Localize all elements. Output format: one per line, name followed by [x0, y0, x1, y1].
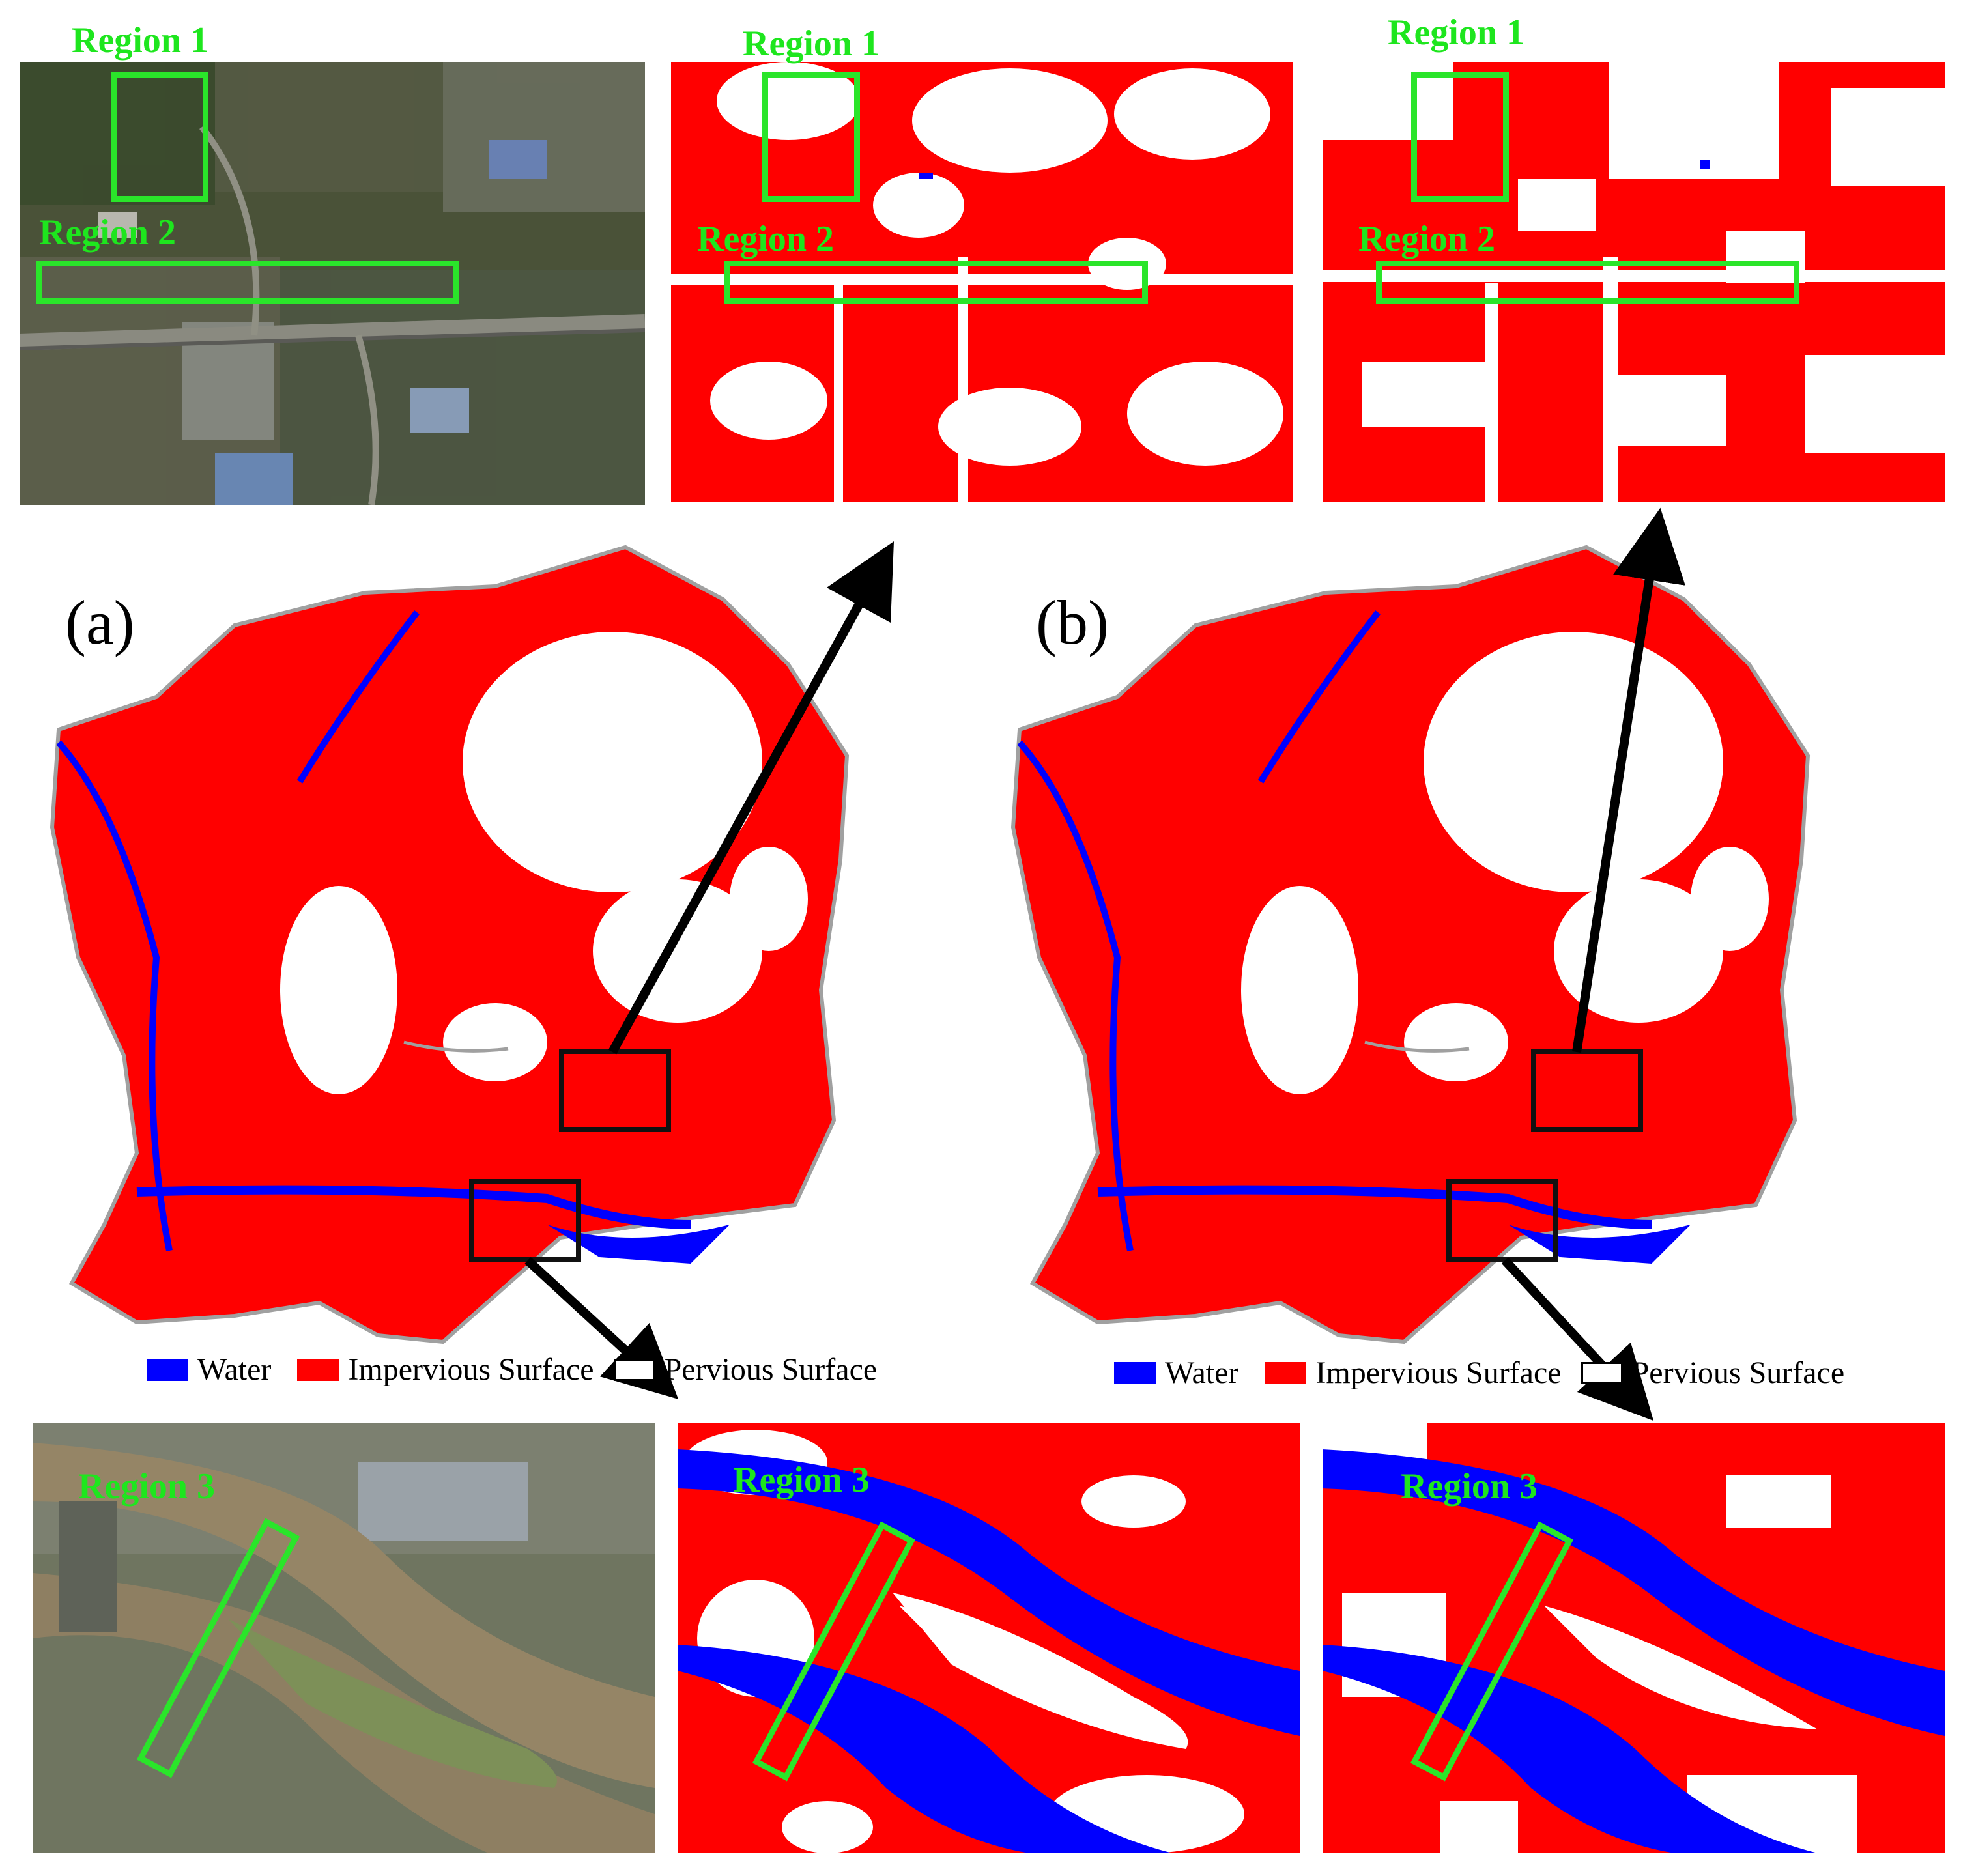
- region-2-box-sat: [36, 261, 459, 304]
- legend-pervious-swatch: [1581, 1361, 1623, 1384]
- legend-water-label: Water: [1165, 1356, 1239, 1390]
- region-2-label-a: Region 2: [697, 219, 834, 259]
- panel-label-a: (a): [65, 588, 135, 657]
- legend-pervious-label: Pervious Surface: [1631, 1356, 1845, 1390]
- region-1-label-sat: Region 1: [72, 20, 208, 61]
- region-1-box-a: [762, 72, 860, 202]
- satellite-image-top: [20, 62, 645, 505]
- region-2-box-b: [1376, 261, 1799, 304]
- classification-map-bottom-a: [678, 1423, 1300, 1853]
- legend-impervious-label: Impervious Surface: [348, 1352, 594, 1387]
- legend-pervious-swatch: [613, 1358, 655, 1381]
- zoom-box-lower-a: [469, 1179, 581, 1262]
- region-1-label-b: Region 1: [1388, 12, 1524, 53]
- region-3-label-a: Region 3: [733, 1460, 870, 1500]
- region-2-box-a: [724, 261, 1148, 304]
- legend-pervious-label: Pervious Surface: [664, 1352, 878, 1387]
- satellite-image-bottom: [33, 1423, 655, 1853]
- classification-map-top-b: [1323, 62, 1945, 502]
- city-map-a: [50, 545, 850, 1344]
- legend-a: Water Impervious Surface Pervious Surfac…: [147, 1352, 877, 1387]
- region-3-label-sat: Region 3: [78, 1466, 215, 1507]
- region-1-label-a: Region 1: [743, 23, 880, 64]
- region-1-box-sat: [111, 72, 208, 202]
- legend-water-label: Water: [197, 1352, 272, 1387]
- legend-impervious-swatch: [1265, 1361, 1307, 1384]
- zoom-box-upper-b: [1531, 1049, 1643, 1132]
- region-1-box-b: [1411, 72, 1509, 202]
- region-3-label-b: Region 3: [1401, 1466, 1538, 1507]
- region-2-label-b: Region 2: [1358, 219, 1495, 259]
- zoom-box-lower-b: [1446, 1179, 1558, 1262]
- legend-impervious-label: Impervious Surface: [1315, 1356, 1562, 1390]
- classification-map-top-a: [671, 62, 1293, 502]
- legend-b: Water Impervious Surface Pervious Surfac…: [1114, 1355, 1844, 1391]
- legend-water-swatch: [147, 1358, 188, 1381]
- legend-impervious-swatch: [297, 1358, 339, 1381]
- region-2-label-sat: Region 2: [39, 212, 176, 253]
- legend-water-swatch: [1114, 1361, 1156, 1384]
- classification-map-bottom-b: [1323, 1423, 1945, 1853]
- panel-label-b: (b): [1036, 588, 1109, 657]
